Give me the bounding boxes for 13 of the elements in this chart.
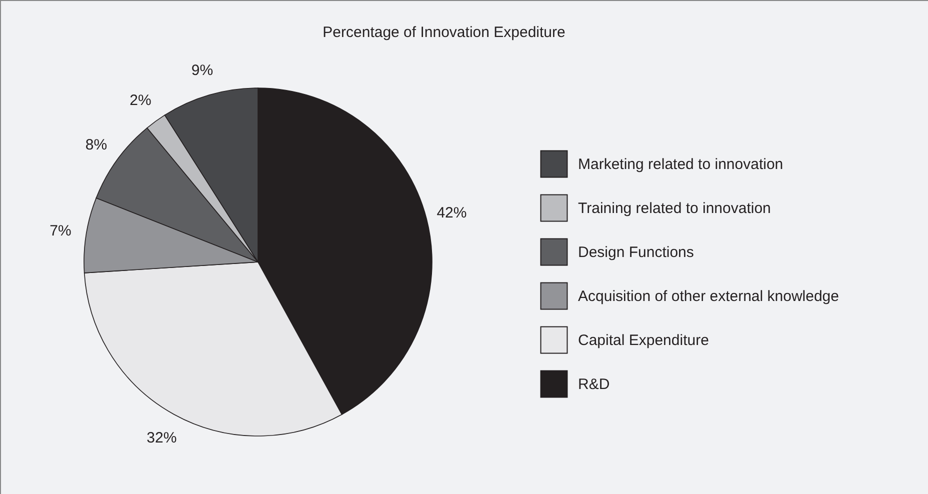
- legend-label: Acquisition of other external knowledge: [578, 288, 839, 305]
- data-label: 8%: [85, 136, 108, 154]
- legend-label: R&D: [578, 376, 610, 393]
- data-label: 32%: [146, 429, 177, 446]
- data-label: 42%: [436, 204, 467, 222]
- chart-title: Percentage of Innovation Expediture: [322, 24, 566, 41]
- data-label: 2%: [130, 92, 152, 110]
- legend-label: Design Functions: [578, 244, 694, 261]
- data-label: 7%: [50, 222, 72, 240]
- legend-label: Training related to innovation: [578, 200, 771, 217]
- data-label: 9%: [191, 62, 214, 79]
- legend-label: Capital Expenditure: [578, 332, 709, 349]
- legend-label: Marketing related to innovation: [578, 156, 784, 173]
